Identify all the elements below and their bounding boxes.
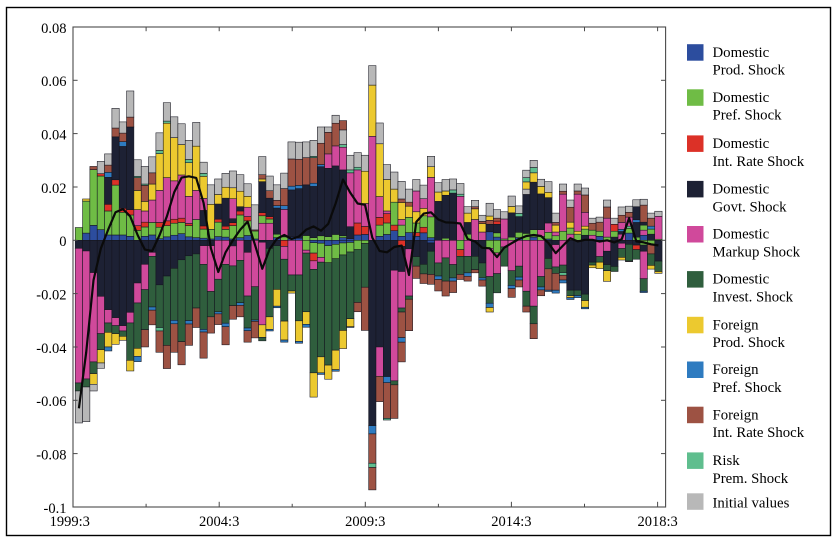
- svg-text:2004:3: 2004:3: [199, 514, 239, 530]
- svg-text:-0.02: -0.02: [36, 287, 66, 303]
- svg-text:Domestic: Domestic: [713, 272, 770, 288]
- svg-text:Int. Rate Shock: Int. Rate Shock: [713, 154, 805, 170]
- svg-text:1999:3: 1999:3: [50, 514, 90, 530]
- svg-text:Foreign: Foreign: [713, 317, 760, 333]
- svg-text:Invest. Shock: Invest. Shock: [713, 290, 794, 306]
- svg-text:2009:3: 2009:3: [345, 514, 385, 530]
- svg-text:Initial values: Initial values: [713, 496, 790, 512]
- svg-text:Domestic: Domestic: [713, 227, 770, 243]
- svg-text:-0.08: -0.08: [36, 447, 66, 463]
- svg-text:0.08: 0.08: [41, 21, 66, 37]
- svg-text:Prod. Shock: Prod. Shock: [713, 63, 786, 79]
- svg-text:Prod. Shock: Prod. Shock: [713, 335, 786, 351]
- svg-text:Int. Rate Shock: Int. Rate Shock: [713, 425, 805, 441]
- svg-text:0.02: 0.02: [41, 181, 66, 197]
- svg-text:2018:3: 2018:3: [637, 514, 677, 530]
- svg-text:Domestic: Domestic: [713, 45, 770, 61]
- svg-text:Govt. Shock: Govt. Shock: [713, 199, 788, 215]
- svg-text:Foreign: Foreign: [713, 362, 760, 378]
- svg-text:Prem. Shock: Prem. Shock: [713, 471, 789, 487]
- svg-text:0.04: 0.04: [41, 127, 67, 143]
- svg-text:Pref. Shock: Pref. Shock: [713, 380, 783, 396]
- svg-text:2014:3: 2014:3: [491, 514, 531, 530]
- svg-text:-0.04: -0.04: [36, 341, 67, 357]
- svg-text:Foreign: Foreign: [713, 407, 760, 423]
- svg-text:Pref. Shock: Pref. Shock: [713, 108, 783, 124]
- svg-text:Domestic: Domestic: [713, 90, 770, 106]
- svg-text:0.06: 0.06: [41, 74, 66, 90]
- svg-text:0: 0: [59, 234, 66, 250]
- svg-text:-0.06: -0.06: [36, 394, 66, 410]
- svg-text:Domestic: Domestic: [713, 136, 770, 152]
- svg-text:Risk: Risk: [713, 453, 741, 469]
- svg-text:-0.1: -0.1: [44, 501, 67, 517]
- svg-text:Domestic: Domestic: [713, 182, 770, 198]
- svg-text:Markup Shock: Markup Shock: [713, 244, 801, 260]
